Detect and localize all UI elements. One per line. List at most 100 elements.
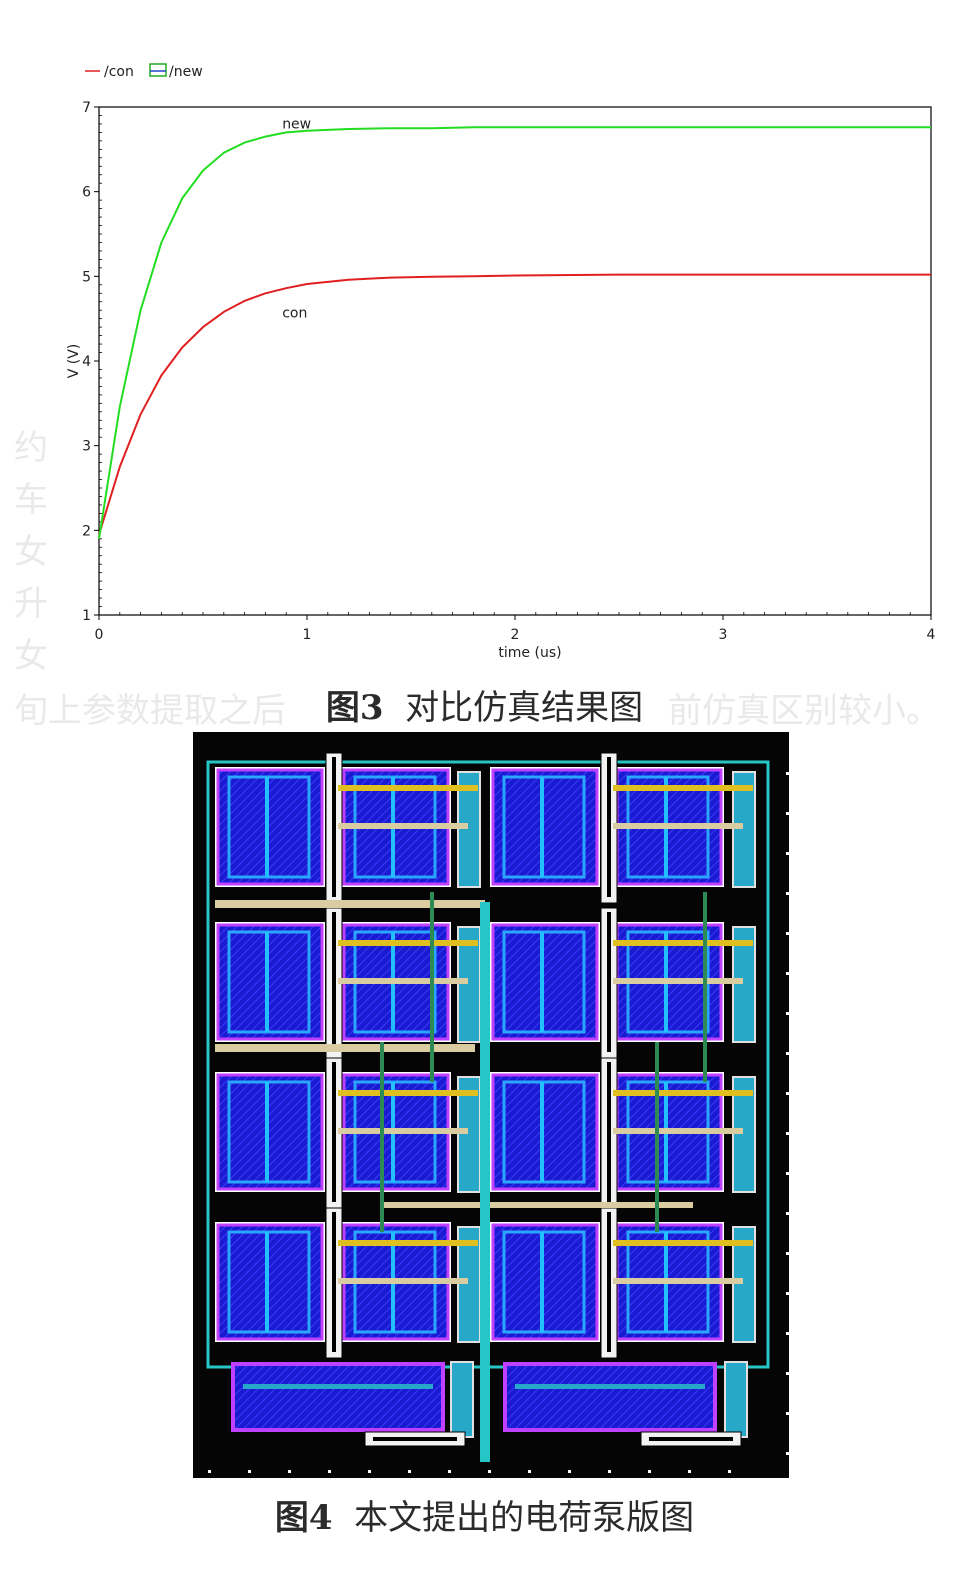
layout-dot: [368, 1470, 371, 1473]
series-line-new: [98, 126, 931, 539]
layout-contact-strip: [450, 1361, 474, 1438]
figure-3-caption: 图3 对比仿真结果图: [0, 680, 969, 729]
layout-dot: [568, 1470, 571, 1473]
layout-finger: [265, 777, 269, 877]
layout-dot: [786, 1012, 789, 1015]
layout-gate-core: [332, 757, 336, 897]
layout-metal-bar: [613, 785, 753, 791]
layout-gate-core: [332, 912, 336, 1052]
layout-dot: [328, 1470, 331, 1473]
layout-finger: [265, 1232, 269, 1332]
figure-3-number: 图3: [325, 688, 384, 728]
layout-bus: [383, 1202, 693, 1208]
layout-finger: [265, 932, 269, 1032]
layout-dot: [786, 1372, 789, 1375]
layout-green-wire: [655, 1042, 659, 1232]
layout-dot: [786, 812, 789, 815]
layout-metal-bar: [338, 1128, 468, 1134]
layout-bus: [215, 900, 485, 908]
layout-dot: [786, 772, 789, 775]
layout-block: [491, 1223, 599, 1341]
layout-contact-strip: [732, 1226, 756, 1343]
layout-dot: [786, 1292, 789, 1295]
layout-green-wire: [703, 892, 707, 1082]
figure-4-number: 图4: [274, 1498, 333, 1538]
layout-contact-strip: [732, 1076, 756, 1193]
layout-bottom-block: [231, 1362, 445, 1432]
layout-metal-bar: [613, 823, 743, 829]
layout-bottom-wire: [243, 1384, 433, 1389]
layout-metal-bar: [338, 1090, 478, 1096]
layout-dot: [786, 1172, 789, 1175]
layout-bottom-wire: [515, 1384, 705, 1389]
layout-contact-strip: [732, 926, 756, 1043]
layout-block: [491, 1073, 599, 1191]
layout-metal-bar: [338, 978, 468, 984]
layout-contact-strip: [457, 771, 481, 888]
layout-dot: [608, 1470, 611, 1473]
layout-dot: [786, 1132, 789, 1135]
layout-finger: [265, 1082, 269, 1182]
layout-metal-bar: [613, 1128, 743, 1134]
y-tick-label: 4: [82, 354, 91, 370]
layout-dot: [786, 1252, 789, 1255]
series-line-con: [98, 273, 931, 535]
background-text-left-4: 升: [14, 584, 48, 624]
layout-dot: [488, 1470, 491, 1473]
layout-metal-bar: [338, 940, 478, 946]
layout-gate-core: [607, 1212, 611, 1352]
layout-dot: [786, 1332, 789, 1335]
layout-finger: [540, 777, 544, 877]
x-axis-label: time (us): [498, 645, 561, 661]
layout-dot: [688, 1470, 691, 1473]
layout-metal-bar: [613, 940, 753, 946]
layout-block: [216, 923, 324, 1041]
y-tick-label: 1: [82, 608, 91, 624]
layout-finger: [540, 1082, 544, 1182]
x-tick-label: 0: [95, 627, 104, 643]
y-tick-label: 2: [82, 523, 91, 539]
background-text-left-1: 约: [14, 428, 48, 468]
layout-metal-bar: [338, 785, 478, 791]
layout-green-wire: [380, 1042, 384, 1232]
layout-trunk: [480, 902, 490, 1462]
layout-gate-core: [607, 912, 611, 1052]
layout-dot: [288, 1470, 291, 1473]
layout-dot: [648, 1470, 651, 1473]
layout-dot: [408, 1470, 411, 1473]
y-tick-label: 6: [82, 185, 91, 201]
layout-dot: [786, 892, 789, 895]
figure-4-title: 本文提出的电荷泵版图: [354, 1498, 695, 1538]
x-tick-label: 4: [927, 627, 936, 643]
curve-label-con: con: [282, 306, 307, 322]
layout-dot: [786, 1452, 789, 1455]
layout-metal-bar: [613, 1278, 743, 1284]
layout-finger: [540, 932, 544, 1032]
legend-swatch-new: [149, 63, 167, 77]
charge-pump-layout-image: [193, 732, 789, 1478]
layout-finger: [540, 1232, 544, 1332]
layout-contact-strip: [724, 1361, 748, 1438]
layout-bottom-block: [503, 1362, 717, 1432]
layout-pad-core: [649, 1437, 733, 1441]
layout-block: [216, 1073, 324, 1191]
layout-metal-bar: [613, 1090, 753, 1096]
y-tick-label: 3: [82, 439, 91, 455]
layout-block: [491, 768, 599, 886]
layout-metal-bar: [613, 978, 743, 984]
layout-metal-bar: [338, 1240, 478, 1246]
layout-gate-core: [332, 1062, 336, 1202]
layout-dot: [448, 1470, 451, 1473]
layout-pad-core: [373, 1437, 457, 1441]
layout-dot: [786, 932, 789, 935]
layout-dot: [728, 1470, 731, 1473]
layout-gate-core: [607, 757, 611, 897]
curve-label-new: new: [282, 116, 311, 132]
y-tick-label: 7: [82, 100, 91, 116]
layout-contact-strip: [732, 771, 756, 888]
layout-dot: [786, 1092, 789, 1095]
layout-metal-bar: [338, 823, 468, 829]
layout-metal-bar: [613, 1240, 753, 1246]
y-axis-label: V (V): [66, 344, 82, 379]
